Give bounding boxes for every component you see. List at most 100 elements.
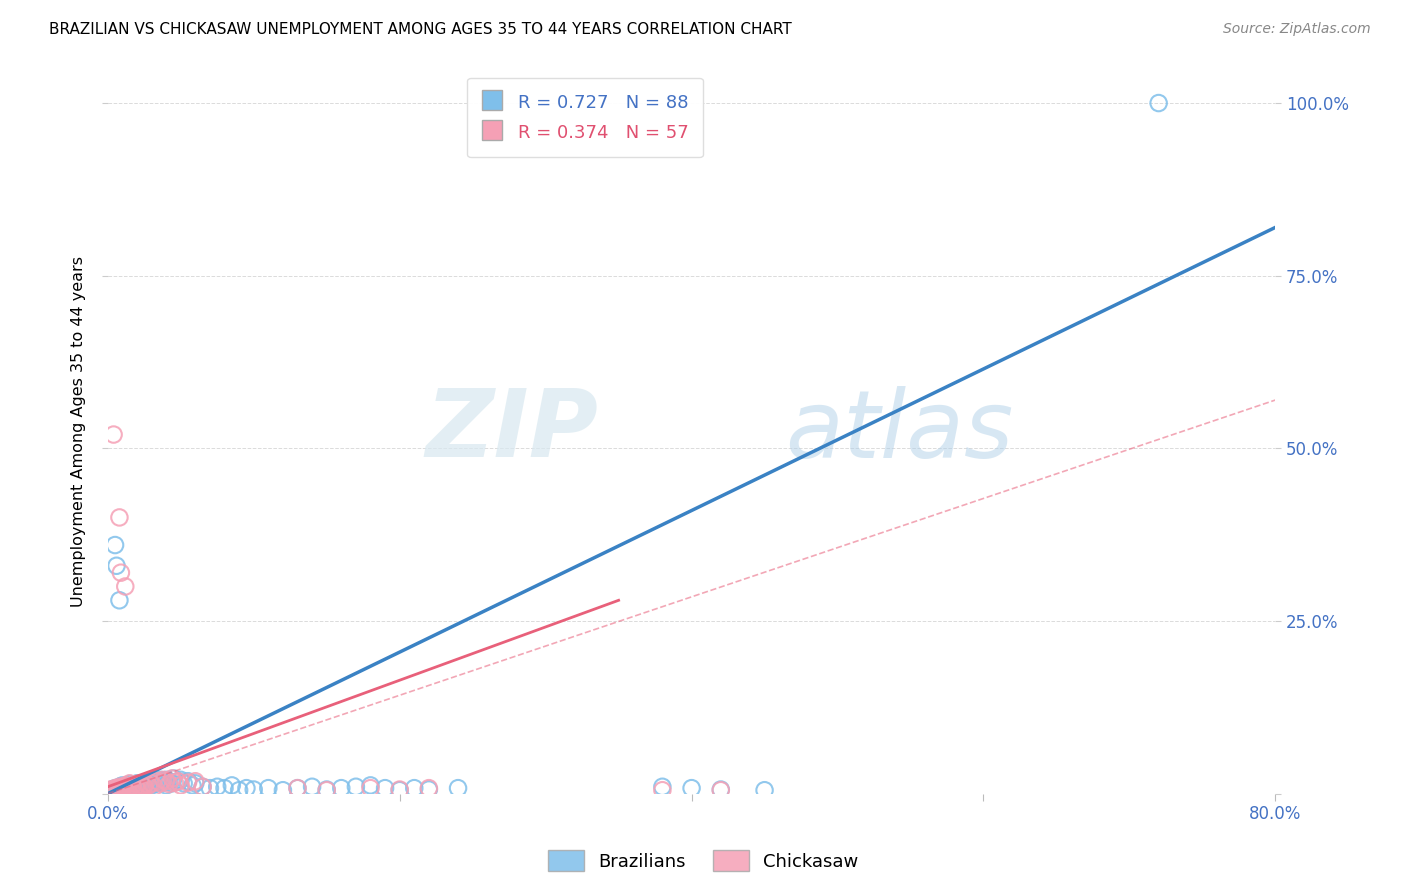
Point: [117, 783, 139, 797]
Point: [108, 781, 131, 796]
Point: [152, 775, 174, 789]
Point: [214, 781, 236, 796]
Point: [184, 774, 207, 789]
Point: [111, 778, 134, 792]
Point: [235, 781, 257, 796]
Point: [112, 780, 135, 794]
Point: [155, 778, 177, 792]
Point: [198, 781, 221, 796]
Point: [141, 776, 163, 790]
Point: [173, 776, 195, 790]
Text: BRAZILIAN VS CHICKASAW UNEMPLOYMENT AMONG AGES 35 TO 44 YEARS CORRELATION CHART: BRAZILIAN VS CHICKASAW UNEMPLOYMENT AMON…: [49, 22, 792, 37]
Point: [104, 784, 127, 798]
Point: [124, 780, 146, 794]
Text: Source: ZipAtlas.com: Source: ZipAtlas.com: [1223, 22, 1371, 37]
Point: [122, 778, 145, 792]
Point: [374, 781, 396, 796]
Point: [177, 775, 200, 789]
Point: [108, 784, 131, 798]
Point: [110, 783, 132, 797]
Legend: R = 0.727   N = 88, R = 0.374   N = 57: R = 0.727 N = 88, R = 0.374 N = 57: [467, 78, 703, 157]
Point: [105, 783, 128, 797]
Point: [163, 775, 186, 789]
Point: [651, 780, 673, 794]
Point: [131, 778, 153, 792]
Point: [114, 781, 136, 796]
Point: [105, 558, 128, 573]
Point: [125, 780, 148, 794]
Point: [287, 781, 309, 796]
Point: [388, 783, 411, 797]
Point: [1147, 96, 1170, 111]
Point: [155, 774, 177, 789]
Point: [191, 780, 214, 794]
Point: [128, 781, 150, 796]
Point: [360, 781, 382, 796]
Point: [115, 778, 138, 792]
Point: [124, 781, 146, 796]
Point: [315, 782, 337, 797]
Point: [117, 783, 139, 797]
Point: [388, 782, 411, 797]
Point: [114, 782, 136, 797]
Y-axis label: Unemployment Among Ages 35 to 44 years: Unemployment Among Ages 35 to 44 years: [72, 256, 86, 607]
Point: [111, 784, 134, 798]
Point: [141, 778, 163, 792]
Point: [651, 783, 673, 797]
Point: [149, 776, 172, 790]
Point: [100, 784, 122, 798]
Point: [143, 780, 166, 794]
Point: [101, 782, 124, 797]
Point: [344, 780, 367, 794]
Point: [122, 782, 145, 797]
Point: [125, 781, 148, 796]
Point: [121, 778, 143, 792]
Point: [301, 780, 323, 794]
Point: [315, 783, 337, 797]
Point: [104, 783, 127, 797]
Point: [242, 782, 264, 797]
Point: [136, 778, 159, 792]
Point: [112, 780, 135, 794]
Point: [118, 776, 141, 790]
Point: [181, 778, 204, 792]
Point: [710, 782, 733, 797]
Point: [754, 783, 776, 797]
Point: [191, 780, 214, 794]
Point: [143, 777, 166, 791]
Point: [118, 780, 141, 794]
Point: [330, 781, 353, 796]
Point: [207, 780, 229, 794]
Point: [132, 778, 155, 792]
Point: [155, 772, 177, 787]
Point: [104, 781, 127, 796]
Point: [128, 780, 150, 794]
Point: [162, 772, 184, 786]
Point: [111, 783, 134, 797]
Point: [221, 778, 243, 792]
Point: [104, 781, 127, 796]
Point: [170, 772, 193, 787]
Point: [228, 783, 250, 797]
Point: [107, 783, 129, 797]
Point: [166, 774, 188, 789]
Point: [104, 538, 127, 552]
Point: [287, 781, 309, 796]
Point: [112, 782, 135, 797]
Point: [135, 780, 157, 794]
Point: [103, 427, 125, 442]
Point: [98, 784, 121, 798]
Point: [141, 774, 163, 789]
Text: ZIP: ZIP: [425, 385, 598, 477]
Point: [360, 778, 382, 792]
Point: [120, 782, 142, 797]
Point: [146, 774, 169, 789]
Point: [115, 781, 138, 796]
Point: [103, 784, 125, 798]
Point: [138, 777, 160, 791]
Point: [115, 781, 138, 796]
Point: [107, 781, 129, 796]
Point: [134, 780, 156, 794]
Point: [157, 777, 180, 791]
Point: [148, 774, 170, 789]
